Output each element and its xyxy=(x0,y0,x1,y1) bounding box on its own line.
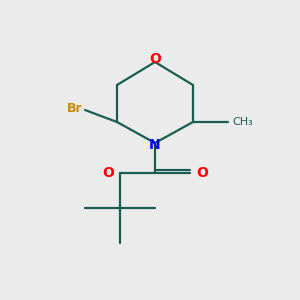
Text: Br: Br xyxy=(68,103,83,116)
Text: N: N xyxy=(149,138,161,152)
Text: CH₃: CH₃ xyxy=(232,117,253,127)
Text: O: O xyxy=(196,166,208,180)
Text: O: O xyxy=(149,52,161,66)
Text: O: O xyxy=(102,166,114,180)
